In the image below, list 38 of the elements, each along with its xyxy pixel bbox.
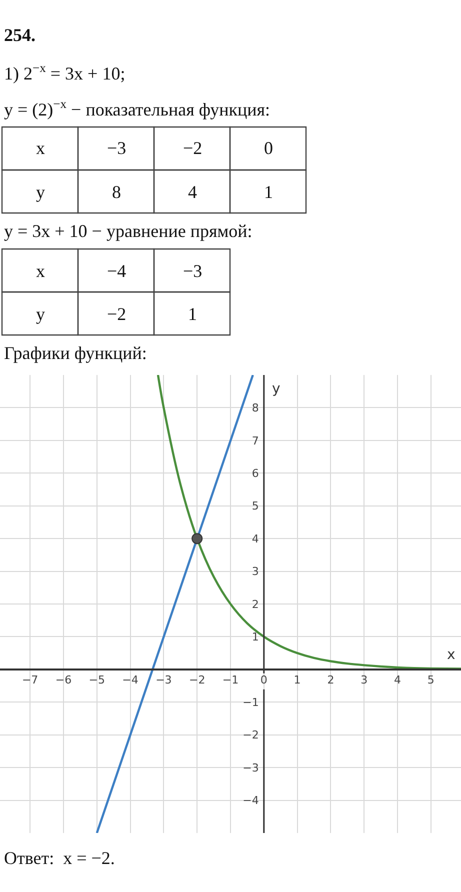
- text: x −3 −2 0: [36, 138, 273, 158]
- x-tick-label: −2: [188, 673, 206, 686]
- y-tick-label: 4: [252, 532, 259, 546]
- y-tick-label: 3: [252, 565, 259, 578]
- x-tick-label: 2: [327, 673, 334, 686]
- x-tick-label: 3: [360, 673, 368, 686]
- x-tick-label: −4: [122, 673, 138, 686]
- x-tick-label: 4: [394, 673, 402, 686]
- x-tick-label: 5: [427, 673, 434, 686]
- x-tick-label: −3: [156, 673, 172, 686]
- y-axis-title: y: [272, 381, 280, 397]
- y-tick-label: −3: [242, 761, 259, 774]
- line-series: [156, 375, 461, 670]
- x-tick-label: −5: [88, 673, 105, 686]
- text: x −4 −3: [36, 261, 202, 281]
- text: Ответ: x = −2.: [4, 848, 115, 868]
- y-tick-label: −2: [242, 728, 259, 742]
- text: y = (2)$^{−x}$ − показательная функция:: [4, 97, 270, 120]
- text: 1) 2$^{−x}$ = 3x + 10;: [4, 61, 126, 84]
- y-tick-label: 5: [252, 500, 259, 513]
- y-tick-label: 1: [252, 630, 259, 644]
- x-tick-label: 1: [294, 673, 301, 686]
- x-tick-label: −1: [222, 673, 239, 686]
- text: Графики функций:: [4, 343, 147, 363]
- x-axis-title: x: [447, 647, 456, 663]
- y-tick-label: −1: [242, 696, 259, 709]
- text: y −2 1: [36, 304, 197, 324]
- y-tick-label: 7: [252, 434, 259, 448]
- text: y = 3x + 10 − уравнение прямой:: [4, 221, 252, 241]
- text: y 8 4 1: [36, 182, 273, 202]
- x-tick-label: 0: [260, 673, 268, 686]
- x-tick-label: −7: [22, 673, 38, 686]
- chart-title: 254.: [4, 25, 36, 45]
- y-tick-label: −4: [242, 794, 259, 808]
- y-tick-label: 6: [252, 466, 259, 480]
- x-tick-label: −6: [55, 673, 72, 686]
- y-tick-label: 2: [252, 598, 259, 611]
- y-tick-label: 8: [252, 402, 259, 415]
